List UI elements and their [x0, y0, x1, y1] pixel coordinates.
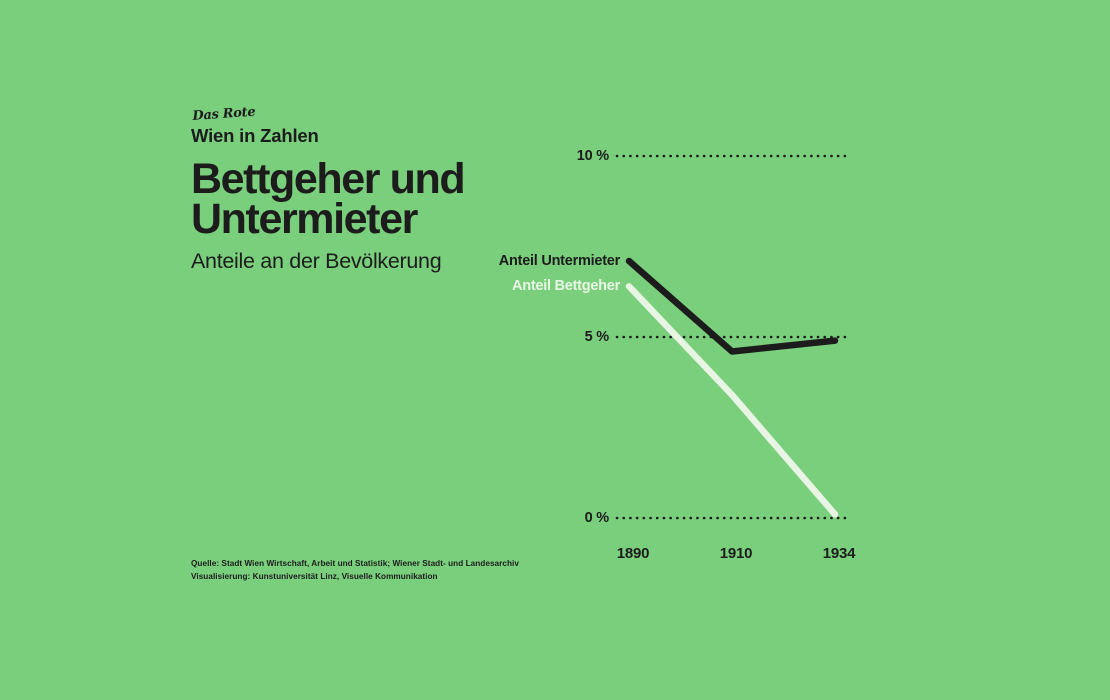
y-axis-tick-label: 5 % — [584, 329, 610, 345]
y-axis-tick-label: 10 % — [576, 148, 609, 164]
page-title-line-1: Bettgeher und — [191, 155, 466, 204]
visualisation-line: Visualisierung: Kunstuniversität Linz, V… — [191, 571, 438, 581]
series-label-1: Anteil Untermieter — [498, 252, 620, 269]
series-line-2 — [625, 283, 839, 518]
page-title-line-2: Untermieter — [191, 195, 418, 244]
headline-block: Das Rote Wien in Zahlen Bettgeher und Un… — [191, 105, 531, 274]
series-label-2: Anteil Bettgeher — [512, 278, 620, 295]
series-brand-label: Wien in Zahlen — [191, 125, 319, 146]
y-axis-tick-label: 0 % — [584, 510, 610, 526]
x-axis-tick-label: 1890 — [616, 545, 650, 562]
credits-block: Quelle: Stadt Wien Wirtschaft, Arbeit un… — [191, 558, 519, 583]
source-line: Quelle: Stadt Wien Wirtschaft, Arbeit un… — [191, 559, 519, 568]
page-subtitle: Anteile an der Bevölkerung — [191, 249, 442, 274]
x-axis-tick-label: 1934 — [822, 545, 856, 562]
series-line-1 — [625, 257, 839, 355]
x-axis-tick-label: 1910 — [719, 545, 753, 562]
page-title: Bettgeher und Untermieter — [191, 155, 531, 244]
